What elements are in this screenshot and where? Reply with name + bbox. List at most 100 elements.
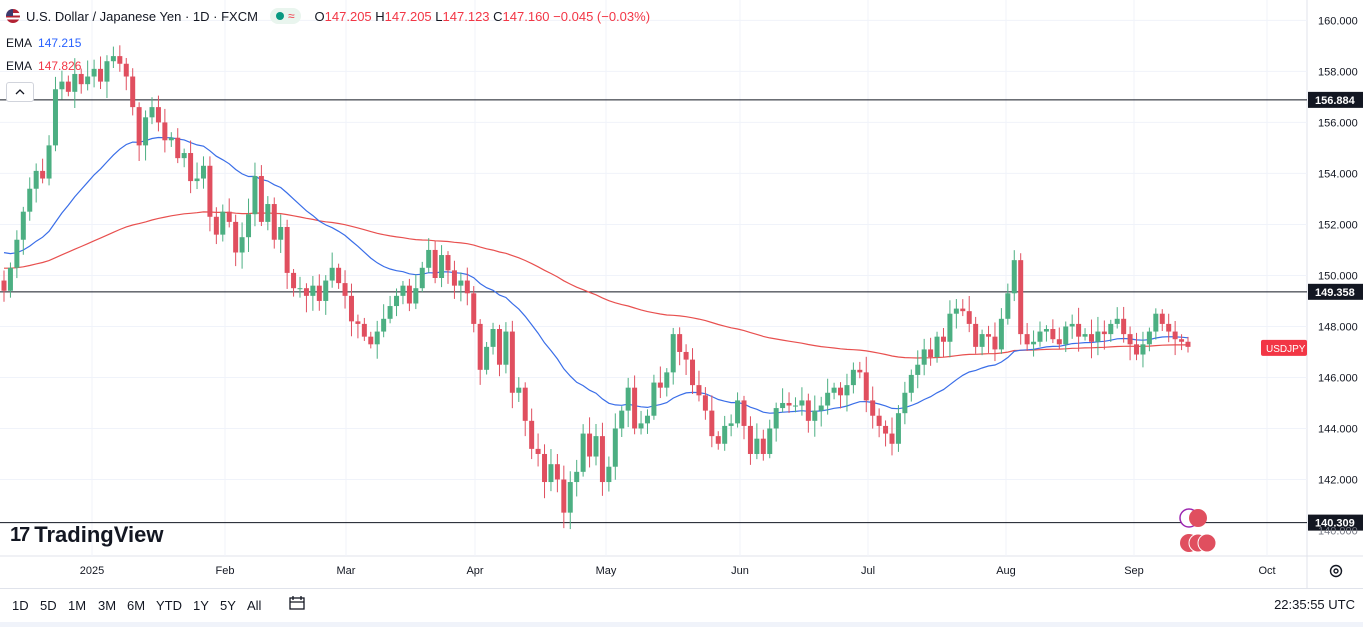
candle-body [381, 318, 387, 332]
candle-body [593, 436, 599, 457]
candle-body [767, 428, 773, 454]
candle-body [130, 76, 136, 108]
candle-body [947, 313, 953, 342]
candle-body [1127, 334, 1133, 345]
candle-body [895, 413, 901, 444]
candle-body [484, 346, 490, 370]
y-tick-label-hidden: 140.000 [1318, 525, 1358, 537]
tf-5d[interactable]: 5D [40, 598, 57, 613]
candle-body [329, 267, 335, 281]
candle-body [747, 425, 753, 454]
candle-body [207, 165, 213, 217]
tf-5y[interactable]: 5Y [220, 598, 236, 613]
candle-body [175, 137, 181, 159]
price-line-label-bg [1308, 514, 1363, 531]
candle-body [863, 372, 869, 401]
candle-body [162, 122, 168, 141]
candle-body [72, 73, 78, 92]
candle-body [696, 385, 702, 396]
candle-body [252, 175, 258, 215]
chart-grid [0, 0, 1363, 588]
tf-3m[interactable]: 3M [98, 598, 117, 613]
tf-1d[interactable]: 1D [12, 598, 29, 613]
candle-body [509, 331, 515, 393]
candle-body [599, 436, 605, 483]
tradingview-logo[interactable]: 17 TradingView [10, 522, 164, 547]
candle-body [155, 107, 161, 123]
candle-body [149, 107, 155, 118]
candle-body [780, 402, 786, 409]
candle-body [1166, 323, 1172, 332]
ema-legend-slow[interactable]: EMA 147.826 [6, 59, 82, 73]
y-tick-label: 156.000 [1318, 117, 1358, 129]
candle-body [136, 107, 142, 146]
ema-legend-fast[interactable]: EMA 147.215 [6, 36, 82, 50]
candle-body [799, 400, 805, 406]
candle-body [104, 61, 110, 82]
candle-body [953, 308, 959, 314]
tf-1m[interactable]: 1M [68, 598, 87, 613]
utc-clock[interactable]: 22:35:55 UTC [1274, 597, 1355, 612]
candle-body [1179, 339, 1185, 342]
y-tick-label: 144.000 [1318, 423, 1358, 435]
candle-body [20, 211, 26, 240]
candle-body [464, 280, 470, 294]
market-status-pill[interactable]: ≈ [269, 8, 301, 24]
candle-body [632, 387, 638, 429]
candle-body [303, 288, 309, 296]
last-price-tag: USDJPY [1266, 344, 1306, 355]
candle-body [542, 453, 548, 483]
y-tick-label: 154.000 [1318, 168, 1358, 180]
candle-body [973, 323, 979, 347]
candle-body [741, 400, 747, 426]
candle-body [844, 385, 850, 396]
candle-body [213, 216, 219, 235]
candle-body [831, 387, 837, 393]
candle-body [998, 318, 1004, 350]
bottom-toolbar: 1D 5D 1M 3M 6M YTD 1Y 5Y All [0, 588, 1363, 623]
candle-body [664, 372, 670, 388]
candle-body [368, 336, 374, 345]
candle-body [786, 402, 792, 406]
candle-body [638, 423, 644, 429]
candle-body [239, 237, 245, 253]
x-tick-label: Jul [861, 565, 875, 577]
candle-body [715, 436, 721, 444]
ohlc-values: O147.205 H147.205 L147.123 C147.160 −0.0… [314, 8, 651, 24]
candle-body [612, 428, 618, 467]
candle-body [702, 395, 708, 411]
candle-body [838, 387, 844, 396]
x-tick-label: May [596, 565, 617, 577]
candle-body [1114, 318, 1120, 324]
us-flag-icon [6, 9, 20, 23]
candle-body [554, 464, 560, 480]
candle-body [773, 408, 779, 429]
us-flag-icon [1197, 533, 1217, 553]
y-tick-label: 158.000 [1318, 66, 1358, 78]
wave-icon: ≈ [287, 9, 295, 23]
candle-body [1018, 260, 1024, 335]
y-tick-label: 160.000 [1318, 15, 1358, 27]
candle-body [1076, 323, 1082, 337]
collapse-legend-button[interactable] [6, 82, 34, 102]
symbol-title[interactable]: U.S. Dollar / Japanese Yen · 1D · FXCM [26, 8, 258, 24]
tf-all[interactable]: All [247, 598, 262, 613]
tf-1y[interactable]: 1Y [193, 598, 209, 613]
gear-icon[interactable] [1328, 563, 1344, 579]
date-range-icon[interactable] [289, 596, 305, 610]
candle-body [921, 349, 927, 365]
candle-body [297, 288, 303, 290]
candle-body [1088, 334, 1094, 342]
tf-ytd[interactable]: YTD [156, 598, 182, 613]
ema-fast-line [3, 136, 1189, 414]
candle-body [587, 433, 593, 457]
candle-body [1159, 313, 1165, 324]
candle-body [59, 81, 65, 90]
events-icons[interactable] [1176, 506, 1222, 556]
candle-body [657, 382, 663, 388]
tf-6m[interactable]: 6M [127, 598, 146, 613]
candle-body [85, 76, 91, 85]
candle-body [825, 392, 831, 406]
candle-body [188, 153, 194, 182]
